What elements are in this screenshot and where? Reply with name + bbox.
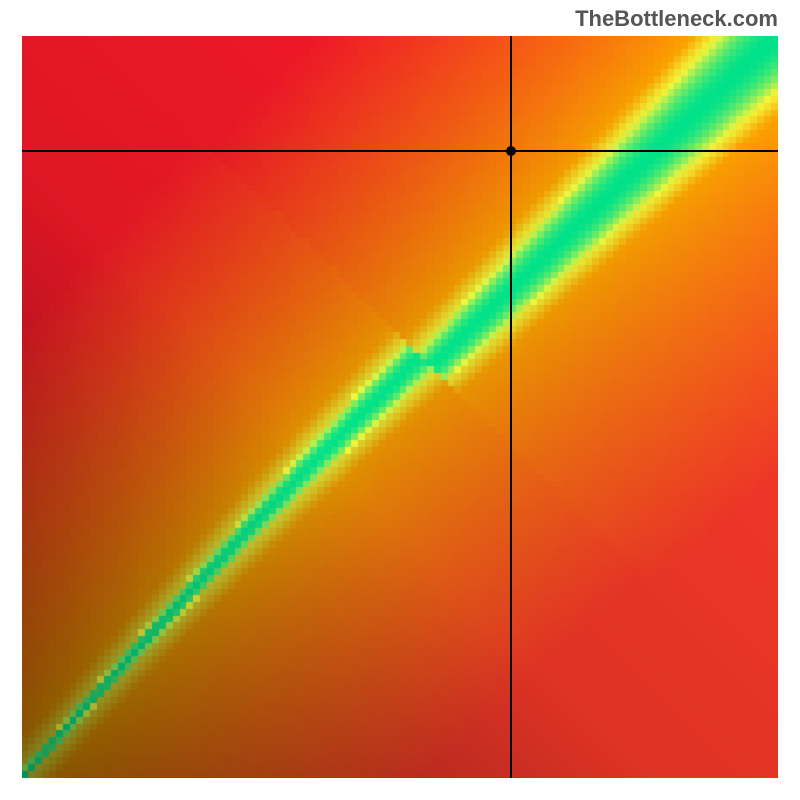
watermark-text: TheBottleneck.com bbox=[575, 6, 778, 32]
plot-area bbox=[22, 36, 778, 778]
heatmap-canvas bbox=[22, 36, 778, 778]
chart-container: TheBottleneck.com bbox=[0, 0, 800, 800]
crosshair-horizontal bbox=[22, 150, 778, 152]
